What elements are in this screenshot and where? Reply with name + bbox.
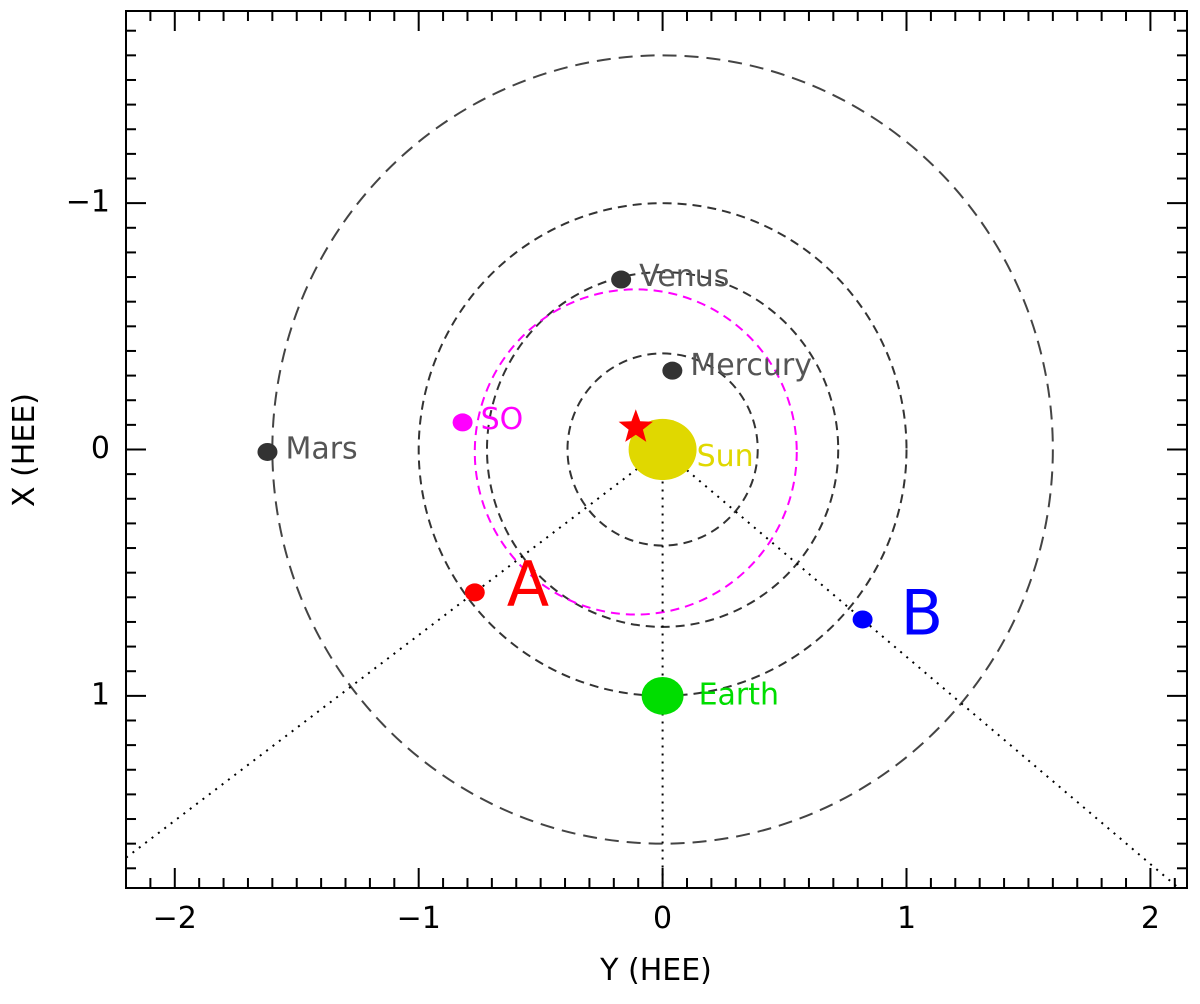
venus-label: Venus bbox=[639, 259, 729, 294]
bodies-layer: Sun Mercury Venus Mars SO Earth A B bbox=[257, 259, 943, 715]
orbit-earth bbox=[417, 202, 908, 697]
earth-label: Earth bbox=[699, 677, 779, 712]
mars-label: Mars bbox=[285, 431, 357, 466]
y-axis-label: X (HEE) bbox=[7, 393, 42, 507]
x-axis-label: Y (HEE) bbox=[599, 953, 712, 988]
y-tick-label: 0 bbox=[91, 431, 110, 466]
sun-marker bbox=[628, 418, 697, 481]
orbit-mars bbox=[271, 54, 1054, 845]
venus-marker bbox=[611, 270, 632, 289]
x-tick-label: 2 bbox=[1141, 901, 1160, 936]
mars-marker bbox=[257, 442, 278, 461]
stereo-b-marker bbox=[852, 610, 873, 629]
stereo-a-marker bbox=[464, 583, 485, 602]
so-marker bbox=[452, 413, 473, 432]
event-star-icon bbox=[618, 409, 653, 442]
orbit-so bbox=[473, 288, 798, 616]
ticks-layer: −2 −1 0 1 2 −1 0 1 bbox=[66, 11, 1187, 936]
y-tick-label: −1 bbox=[66, 185, 110, 220]
sun-label: Sun bbox=[697, 439, 754, 474]
y-tick-label: 1 bbox=[91, 677, 110, 712]
x-tick-label: 1 bbox=[897, 901, 916, 936]
sightline-stereo-a bbox=[125, 448, 664, 859]
mercury-marker bbox=[662, 361, 683, 380]
x-tick-label: −2 bbox=[153, 901, 197, 936]
x-tick-label: −1 bbox=[397, 901, 441, 936]
stereo-a-label: A bbox=[507, 547, 549, 620]
so-label: SO bbox=[481, 402, 524, 437]
stereo-b-label: B bbox=[901, 577, 944, 650]
orbit-mercury bbox=[566, 352, 759, 547]
x-tick-label: 0 bbox=[653, 901, 672, 936]
sightline-stereo-b bbox=[661, 448, 1180, 889]
mercury-label: Mercury bbox=[690, 348, 812, 383]
sightlines-layer bbox=[125, 448, 1180, 889]
earth-marker bbox=[641, 676, 684, 715]
